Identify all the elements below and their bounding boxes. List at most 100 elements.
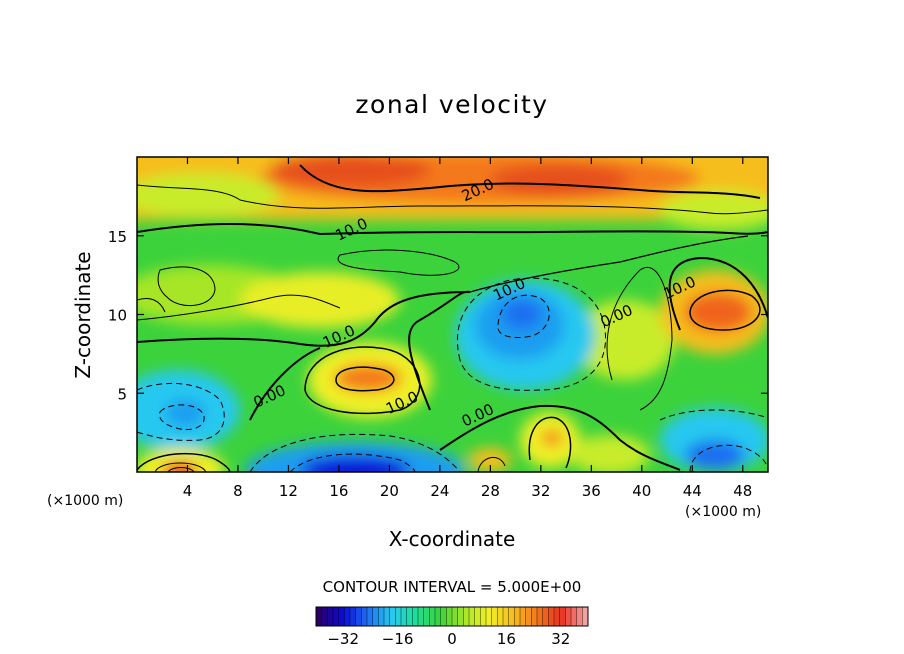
colorbar-cell: [372, 607, 379, 626]
x-unit-note-left: (×1000 m): [47, 493, 123, 509]
colorbar-cell: [469, 607, 476, 626]
contour-line: [137, 298, 166, 313]
colorbar-cell: [576, 607, 583, 626]
x-unit-note-right: (×1000 m): [685, 504, 761, 520]
contour-line: [528, 416, 572, 469]
colorbar-cell: [503, 607, 510, 626]
x-tick-label: 28: [481, 482, 500, 500]
colorbar-cell: [327, 607, 334, 626]
colorbar-cell: [321, 607, 328, 626]
x-tick-label: 20: [380, 482, 399, 500]
colorbar-cell: [378, 607, 385, 626]
contour-line: [335, 366, 395, 392]
x-tick-label: 44: [683, 482, 702, 500]
colorbar-cell: [452, 607, 459, 626]
left-min-core: [165, 399, 205, 427]
colorbar-tick-label: −16: [382, 630, 414, 648]
colorbar-cell: [423, 607, 430, 626]
contour-line: [137, 223, 768, 236]
y-tick-label: 5: [117, 385, 127, 403]
colorbar-cell: [446, 607, 453, 626]
contour-line: [137, 382, 225, 441]
colorbar-tick-label: 32: [551, 630, 570, 648]
colorbar-frame: [315, 606, 589, 627]
colorbar-cell: [418, 607, 425, 626]
contour-line: [249, 433, 461, 472]
contour-line: [137, 184, 768, 215]
contour-line: [167, 467, 195, 472]
colorbar-cell: [486, 607, 493, 626]
contour-line: [689, 289, 761, 331]
upper-yellow-right: [660, 190, 768, 230]
colorbar-cell: [361, 607, 368, 626]
x-tick-label: 12: [279, 482, 298, 500]
y-axis: 5 10 15: [108, 228, 768, 403]
colorbar-tick-label: 0: [447, 630, 457, 648]
colorbar-cell: [491, 607, 498, 626]
colorbar-cell: [537, 607, 544, 626]
contour-line: [159, 404, 205, 430]
contour-interval-label: CONTOUR INTERVAL = 5.000E+00: [323, 578, 582, 596]
colorbar: −32 −16 0 16 32: [315, 606, 589, 648]
x-tick-label: 36: [582, 482, 601, 500]
colorbar-cell: [531, 607, 538, 626]
colorbar-cell: [559, 607, 566, 626]
contour-line: [337, 249, 460, 276]
colorbar-cell: [412, 607, 419, 626]
contour-field: 20.010.010.0 10.010.010.00.000.000.00: [137, 157, 768, 472]
colorbar-cell: [406, 607, 413, 626]
contour-line: [299, 164, 761, 199]
x-axis: 4 8 12 16 20 24 28 32 36 40 44 48: [183, 157, 752, 500]
contour-line: [497, 294, 550, 339]
colorbar-cell: [384, 607, 391, 626]
y-tick-label: 10: [108, 307, 127, 325]
contour-line: [137, 291, 471, 347]
x-tick-label: 4: [183, 482, 193, 500]
contour-line: [439, 404, 681, 471]
colorbar-cell: [565, 607, 572, 626]
colorbar-cell: [514, 607, 521, 626]
bottom-left-max-outer: [137, 448, 225, 472]
colorbar-cell: [463, 607, 470, 626]
y-tick-label: 15: [108, 228, 127, 246]
contour-line: [289, 453, 416, 472]
colorbar-cell: [582, 607, 589, 626]
colorbar-cell: [440, 607, 447, 626]
upper-jet-core-3: [490, 164, 630, 196]
contour-line: [137, 452, 231, 472]
colorbar-cell: [548, 607, 555, 626]
colorbar-cell: [389, 607, 396, 626]
colorbar-cell: [497, 607, 504, 626]
contour-line: [659, 409, 768, 421]
x-tick-label: 16: [329, 482, 348, 500]
contour-line: [408, 290, 471, 411]
contour-line: [137, 294, 341, 321]
colorbar-tick-label: −32: [327, 630, 359, 648]
contour-line: [668, 256, 768, 331]
colorbar-cell: [401, 607, 408, 626]
bottom-max-2: [468, 448, 512, 472]
mid-yellow-right: [575, 300, 675, 380]
chart-title: zonal velocity: [355, 90, 548, 119]
colorbar-cell: [480, 607, 487, 626]
colorbar-cell: [338, 607, 345, 626]
right-max-core: [684, 292, 752, 332]
colorbar-cell: [554, 607, 561, 626]
x-tick-label: 8: [233, 482, 243, 500]
colorbar-cell: [508, 607, 515, 626]
bottom-right-min-core: [685, 440, 745, 470]
colorbar-cell: [525, 607, 532, 626]
bottom-max-1-core: [542, 430, 562, 446]
contour-line: [304, 346, 421, 415]
x-axis-label: X-coordinate: [389, 527, 516, 551]
contour-lines: [137, 164, 768, 472]
x-tick-label: 32: [531, 482, 550, 500]
contour-line: [154, 462, 207, 472]
colorbar-cell: [333, 607, 340, 626]
y-axis-label: Z-coordinate: [71, 251, 95, 378]
colorbar-cell: [474, 607, 481, 626]
colorbar-cell: [429, 607, 436, 626]
contour-line: [456, 277, 607, 391]
x-tick-label: 24: [430, 482, 449, 500]
